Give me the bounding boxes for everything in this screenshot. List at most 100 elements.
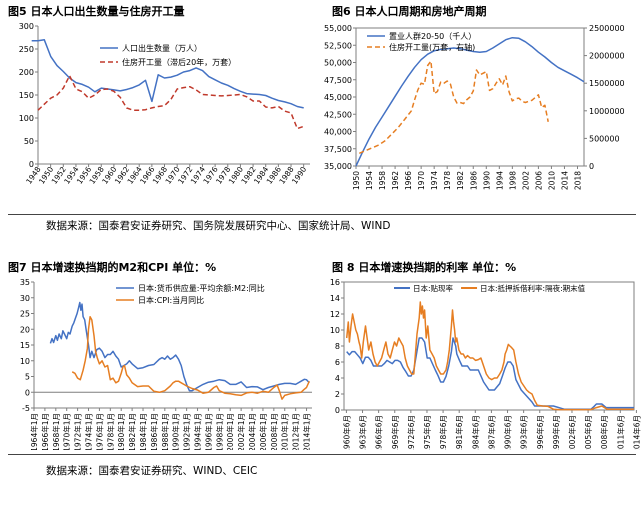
fig7-ytick-label: -5 <box>22 404 30 413</box>
fig8-ytick-label: 16 <box>330 278 340 287</box>
fig8-ytick-label: 4 <box>335 374 340 383</box>
fig7-xtick-label: 1974年1月 <box>84 413 94 450</box>
fig8-xtick-label: 2002年6月 <box>567 415 577 450</box>
fig6-ytick-label: 42,500 <box>324 110 352 119</box>
fig6-xtick-label: 1966 <box>404 171 413 190</box>
fig5-legend-label: 住房开工量（滞后20年，万套） <box>122 57 236 67</box>
fig7-legend-label: 日本:货币供应量:平均余额:M2:同比 <box>138 283 265 293</box>
fig6-xtick-label: 1974 <box>430 171 439 190</box>
fig7-xtick-label: 1972年1月 <box>73 413 83 450</box>
fig7-xtick-label: 1986年1月 <box>149 413 159 450</box>
fig8-series-line-2 <box>345 301 634 411</box>
fig7-series-line-2 <box>71 315 310 400</box>
fig6-y2tick-label: 0 <box>589 162 594 171</box>
fig8-xtick-label: 2008年6月 <box>599 415 609 450</box>
fig7-xtick-label: 1982年1月 <box>127 413 137 450</box>
fig7-xtick-label: 2012年1月 <box>291 413 301 450</box>
fig8-xtick-label: 1981年6月 <box>454 415 464 450</box>
fig8-ytick-label: 6 <box>335 358 340 367</box>
fig6-y2tick-label: 2500000 <box>589 24 625 33</box>
fig8-xtick-label: 1966年6月 <box>374 415 384 450</box>
fig6-xtick-label: 2014 <box>560 171 569 190</box>
fig8-legend-label: 日本:抵押拆借利率:隔夜:期末值 <box>480 283 586 293</box>
fig7-ytick-label: 0 <box>25 388 30 397</box>
fig7-xtick-label: 1994年1月 <box>193 413 203 450</box>
fig6-ytick-label: 35,000 <box>324 162 352 171</box>
source-note-top: 数据来源：国泰君安证券研究、国务院发展研究中心、国家统计局、WIND <box>46 220 391 232</box>
fig5-legend-label: 人口出生数量（万人） <box>122 43 202 53</box>
source-note-bottom: 数据来源：国泰君安证券研究、WIND、CEIC <box>46 465 258 477</box>
fig8-plot-frame <box>343 281 635 411</box>
fig7-xtick-label: 1980年1月 <box>116 413 126 450</box>
fig8-xtick-label: 1963年6月 <box>358 415 368 450</box>
fig5-ytick-label: 300 <box>19 22 34 31</box>
fig7-xtick-label: 2010年1月 <box>280 413 290 450</box>
fig8-ytick-label: 8 <box>335 342 340 351</box>
fig7-ytick-label: 10 <box>20 357 30 366</box>
fig6-ytick-label: 40,000 <box>324 128 352 137</box>
fig7-xtick-label: 2014年1月 <box>302 413 312 450</box>
fig8-series-line-1 <box>346 337 634 410</box>
fig6-xtick-label: 1950 <box>352 171 361 190</box>
fig6-ytick-label: 37,500 <box>324 145 352 154</box>
fig8-xtick-label: 1969年6月 <box>390 415 400 450</box>
fig7-xtick-label: 1996年1月 <box>203 413 213 450</box>
fig6-xtick-label: 2006 <box>534 171 543 190</box>
fig6-xtick-label: 1986 <box>469 171 478 190</box>
fig7-title: 图7 日本增速换挡期的M2和CPI 单位：% <box>8 261 217 274</box>
fig6-xtick-label: 1994 <box>495 171 504 190</box>
fig5-series-line-1 <box>31 39 304 109</box>
fig8-ytick-label: 0 <box>335 406 340 415</box>
fig7-xtick-label: 1998年1月 <box>214 413 224 450</box>
divider-bottom <box>8 454 636 455</box>
fig8-xtick-label: 2011年6月 <box>615 415 625 450</box>
fig7-xtick-label: 1984年1月 <box>138 413 148 450</box>
fig7-xtick-label: 1978年1月 <box>105 413 115 450</box>
fig7-xtick-label: 2006年1月 <box>258 413 268 450</box>
fig5-chart: 0501001502002503001948195019521954195619… <box>19 22 310 186</box>
fig7-ytick-label: 15 <box>20 341 30 350</box>
fig6-legend-label: 住房开工量(万套，右轴) <box>389 42 475 52</box>
fig8-ytick-label: 12 <box>330 310 340 319</box>
fig6-xtick-label: 1970 <box>417 171 426 190</box>
fig7-ytick-label: 20 <box>20 325 30 334</box>
fig5-ytick-label: 250 <box>19 45 34 54</box>
fig8-xtick-label: 1987年6月 <box>486 415 496 450</box>
fig6-y2tick-label: 1000000 <box>589 107 625 116</box>
fig7-series-line-1 <box>49 301 310 392</box>
fig7-ytick-label: 35 <box>20 278 30 287</box>
fig8-xtick-label: 1975年6月 <box>422 415 432 450</box>
fig6-xtick-label: 2010 <box>547 171 556 190</box>
fig7-legend-label: 日本:CPI:当月同比 <box>138 295 204 305</box>
fig8-ytick-label: 14 <box>330 294 340 303</box>
fig8-xtick-label: 1996年6月 <box>535 415 545 450</box>
fig6-ytick-label: 50,000 <box>324 59 352 68</box>
fig8-title: 图 8 日本增速换挡期的利率 单位：% <box>332 261 517 274</box>
fig6-ytick-label: 47,500 <box>324 76 352 85</box>
fig6-xtick-label: 1958 <box>378 171 387 190</box>
fig6-ytick-label: 45,000 <box>324 93 352 102</box>
fig5-ytick-label: 0 <box>29 160 34 169</box>
fig6-series-line-2 <box>359 60 549 154</box>
fig6-series-line-1 <box>355 36 585 167</box>
fig7-xtick-label: 2000年1月 <box>225 413 235 450</box>
fig6-ytick-label: 55,000 <box>324 24 352 33</box>
fig7-xtick-label: 1966年1月 <box>40 413 50 450</box>
fig7-xtick-label: 1990年1月 <box>171 413 181 450</box>
fig5-ytick-label: 200 <box>19 68 34 77</box>
fig8-xtick-label: 2014年6月 <box>631 415 641 450</box>
fig8-xtick-label: 1972年6月 <box>406 415 416 450</box>
fig5-ytick-label: 50 <box>24 137 34 146</box>
fig8-xtick-label: 2005年6月 <box>583 415 593 450</box>
fig7-ytick-label: 5 <box>25 373 30 382</box>
fig7-xtick-label: 1992年1月 <box>182 413 192 450</box>
fig6-y2tick-label: 1500000 <box>589 79 625 88</box>
fig7-xtick-label: 1968年1月 <box>51 413 61 450</box>
fig8-xtick-label: 1960年6月 <box>341 415 351 450</box>
fig8-ytick-label: 10 <box>330 326 340 335</box>
fig7-xtick-label: 2008年1月 <box>269 413 279 450</box>
fig8-ytick-label: 2 <box>335 390 340 399</box>
fig6-y2tick-label: 500000 <box>589 134 620 143</box>
fig7-xtick-label: 1988年1月 <box>160 413 170 450</box>
fig5-title: 图5 日本人口出生数量与住房开工量 <box>8 5 185 18</box>
